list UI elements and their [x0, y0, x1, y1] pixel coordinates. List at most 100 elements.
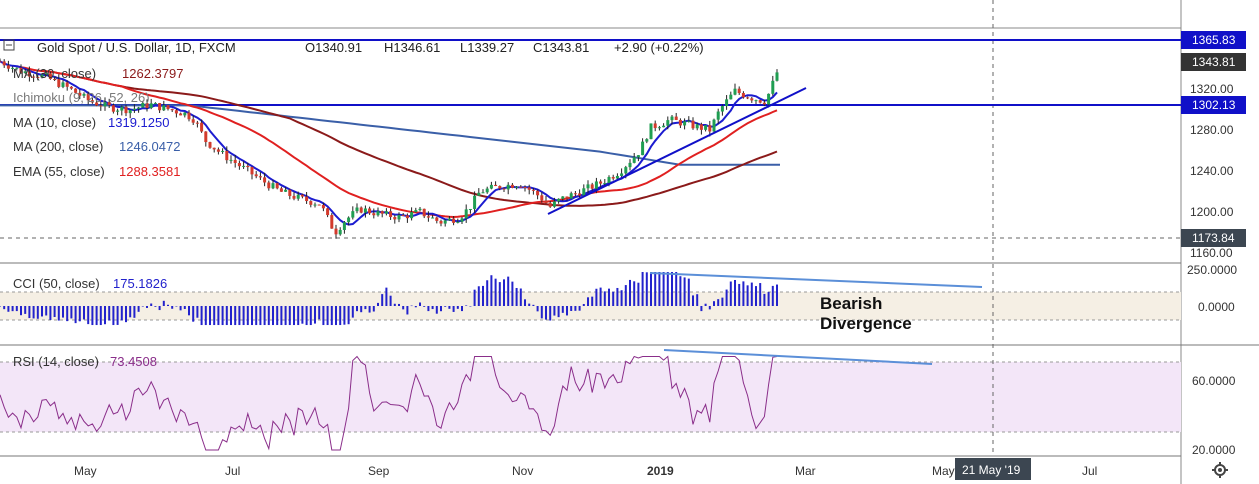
cci-bar	[717, 299, 720, 306]
cci-bar	[557, 306, 560, 318]
cci-bar	[377, 302, 379, 306]
candle	[95, 98, 99, 107]
cci-bar	[687, 278, 690, 306]
candle	[208, 141, 212, 149]
badge-last-bg	[1181, 53, 1246, 71]
candle	[762, 99, 766, 107]
candle	[242, 161, 246, 169]
ichimoku-legend-label[interactable]: Ichimoku (9, 26, 52, 26)	[13, 90, 150, 105]
cci-bar	[20, 306, 22, 316]
candle	[683, 118, 687, 130]
rsi-legend-label[interactable]: RSI (14, close)	[13, 354, 99, 369]
candle	[582, 184, 586, 197]
candle	[334, 224, 338, 239]
collapse-icon[interactable]	[3, 39, 15, 51]
cci-bar	[587, 297, 589, 306]
candle	[99, 101, 103, 111]
ema55-legend-label[interactable]: EMA (55, close)	[13, 164, 105, 179]
cci-bar	[66, 306, 69, 322]
candle	[212, 147, 216, 153]
badge-1302: 1302.13	[1192, 98, 1236, 112]
candle	[313, 202, 317, 208]
candle	[170, 108, 174, 113]
cci-bar	[776, 284, 778, 306]
cci-bar	[251, 306, 253, 326]
candle	[506, 182, 510, 195]
cci-histogram	[0, 272, 778, 326]
cci-bar	[57, 306, 60, 321]
cci-bar	[204, 306, 207, 326]
candle	[536, 189, 540, 200]
candle	[229, 155, 233, 164]
candle	[279, 186, 283, 192]
cci-bar	[620, 290, 623, 306]
cci-bar	[120, 306, 123, 321]
rsi-divergence-line[interactable]	[663, 349, 933, 365]
cci-bar	[137, 306, 140, 312]
candle	[141, 101, 145, 108]
cci-bar	[62, 306, 64, 318]
candle	[712, 118, 716, 134]
rising-trendline[interactable]	[547, 87, 807, 215]
cci-bar	[364, 306, 367, 310]
cci-bar	[183, 306, 186, 310]
cci-bar	[692, 295, 694, 306]
rsi-legend-value: 73.4508	[110, 354, 157, 369]
candle	[426, 211, 430, 222]
cci-legend-label[interactable]: CCI (50, close)	[13, 276, 100, 291]
cci-bar	[188, 306, 190, 316]
candle	[250, 166, 254, 180]
candle	[548, 200, 552, 208]
cci-bar	[91, 306, 94, 326]
ma30-legend-label[interactable]: MA (30, close)	[13, 66, 96, 81]
cci-bar	[410, 305, 413, 307]
candle	[246, 162, 250, 172]
candle	[485, 186, 489, 194]
candle	[107, 98, 111, 109]
candle	[292, 192, 296, 201]
candle	[355, 203, 359, 214]
candle	[65, 80, 69, 91]
ma10-line	[0, 60, 778, 226]
gear-icon[interactable]	[1212, 462, 1228, 478]
candle	[300, 193, 304, 199]
cci-bar	[32, 306, 35, 319]
cci-bar	[645, 272, 648, 306]
cci-bar	[603, 291, 606, 306]
cci-bar	[486, 280, 489, 306]
candle	[124, 104, 128, 117]
cci-bar	[288, 306, 291, 326]
cci-bar	[221, 306, 224, 326]
cci-bar	[0, 306, 1, 307]
cci-bar	[351, 306, 354, 318]
cci-bar	[515, 287, 518, 306]
price-tick-1280: 1280.00	[1190, 123, 1234, 137]
cci-divergence-line[interactable]	[649, 272, 983, 288]
cci-bar	[595, 288, 598, 306]
ma10-legend-label[interactable]: MA (10, close)	[13, 115, 96, 130]
candle	[237, 160, 241, 170]
candle	[0, 58, 2, 63]
candle	[477, 188, 481, 196]
cci-bar	[641, 272, 644, 306]
candle	[468, 208, 472, 214]
candle	[179, 112, 183, 116]
cci-bar	[561, 306, 564, 313]
candle	[44, 71, 48, 76]
cci-bar	[234, 306, 237, 326]
candle	[128, 109, 132, 119]
candle	[19, 64, 23, 74]
cci-bar	[402, 306, 405, 310]
cci-bar	[259, 306, 262, 326]
cci-bar	[246, 306, 249, 326]
candle	[288, 188, 292, 200]
candle	[750, 96, 754, 103]
candle	[57, 74, 61, 89]
crosshair-time-badge-bg	[955, 458, 1031, 480]
candle	[53, 77, 57, 81]
candle	[531, 187, 535, 195]
ma200-legend-label[interactable]: MA (200, close)	[13, 139, 103, 154]
cci-bar	[427, 306, 430, 312]
rsi-tick-20: 20.0000	[1192, 443, 1236, 457]
